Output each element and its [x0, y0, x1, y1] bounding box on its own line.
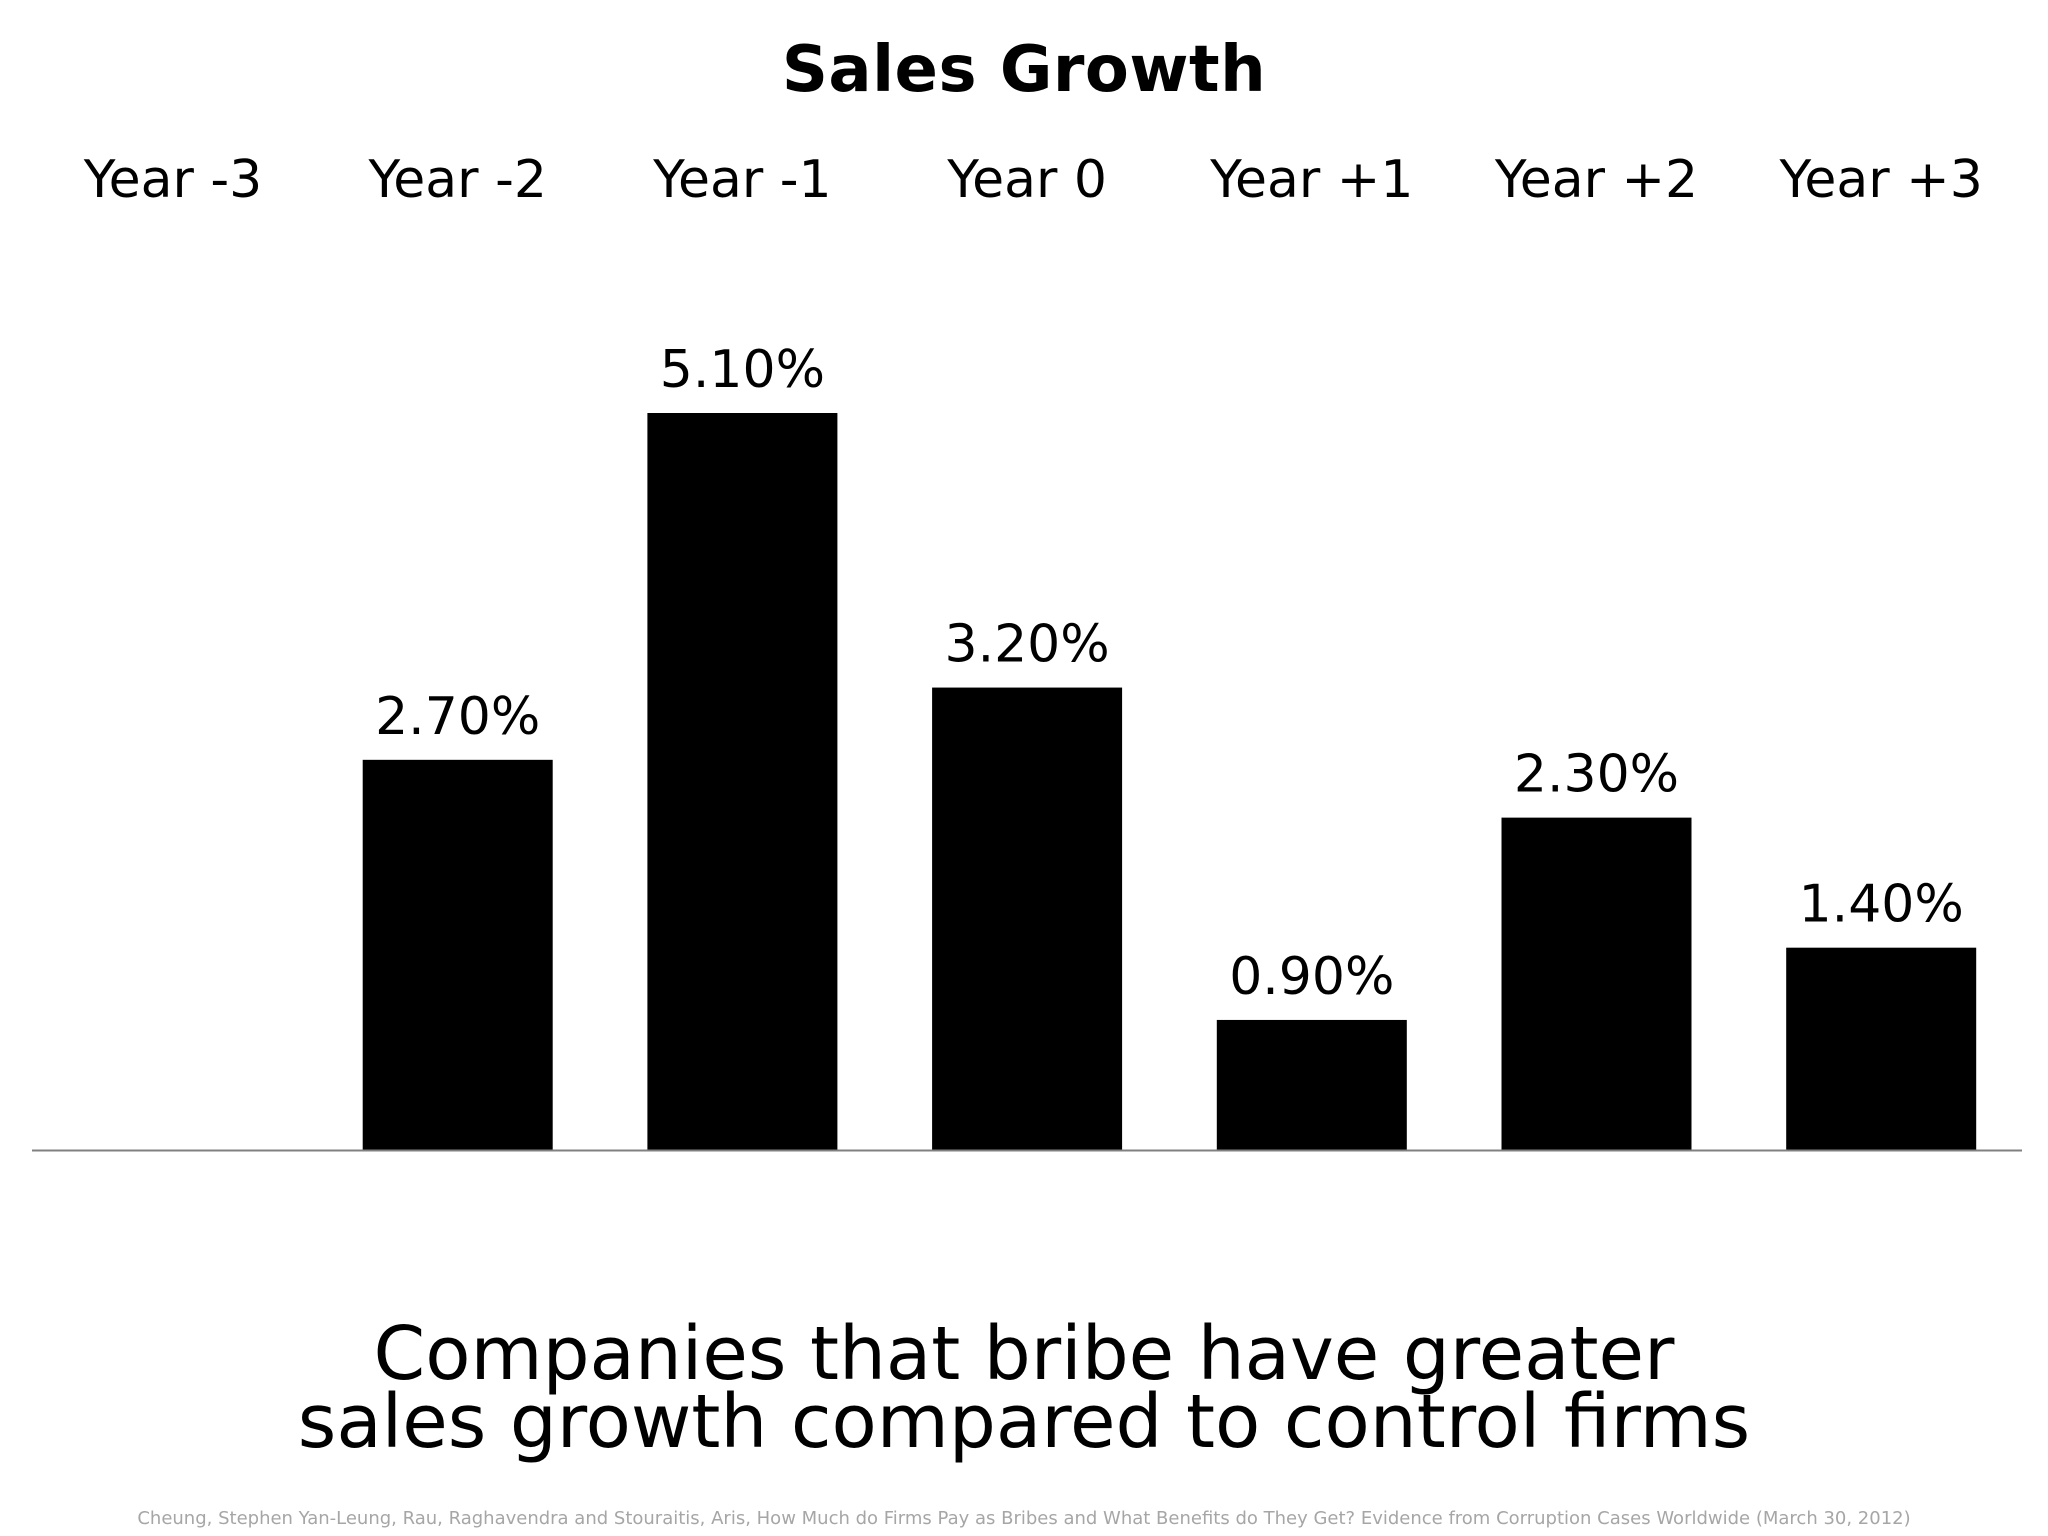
category-labels: Year -3 Year -2 Year -1 Year 0 Year +1 Year +…: [83, 150, 1983, 210]
category-label: Year -1: [652, 150, 831, 210]
caption-line-1: Companies that bribe have greater: [373, 1311, 1675, 1397]
category-label: Year +3: [1779, 150, 1983, 210]
data-label: 2.70%: [375, 687, 540, 747]
bar: [1216, 1019, 1407, 1150]
bar: [932, 687, 1123, 1150]
category-label: Year 0: [946, 150, 1107, 210]
category-label: Year +1: [1209, 150, 1413, 210]
caption: Companies that bribe have greater sales …: [0, 1311, 2048, 1465]
data-label: 0.90%: [1229, 947, 1394, 1007]
data-label: 5.10%: [660, 340, 825, 400]
citation: Cheung, Stephen Yan-Leung, Rau, Raghaven…: [137, 1508, 1911, 1529]
data-label: 1.40%: [1799, 875, 1964, 935]
data-label: 2.30%: [1514, 745, 1679, 805]
value-labels: 2.70% 5.10% 3.20% 0.90% 2.30% 1.40%: [375, 340, 1964, 1007]
bar: [362, 759, 553, 1150]
category-label: Year -2: [367, 150, 546, 210]
bars: [362, 413, 1977, 1150]
category-label: Year -3: [83, 150, 262, 210]
category-label: Year +2: [1494, 150, 1698, 210]
bar: [1786, 947, 1977, 1150]
bar: [647, 413, 838, 1150]
chart-title: Sales Growth: [781, 33, 1267, 107]
data-label: 3.20%: [944, 615, 1109, 675]
caption-line-2: sales growth compared to control firms: [297, 1379, 1751, 1465]
bar: [1501, 817, 1692, 1150]
